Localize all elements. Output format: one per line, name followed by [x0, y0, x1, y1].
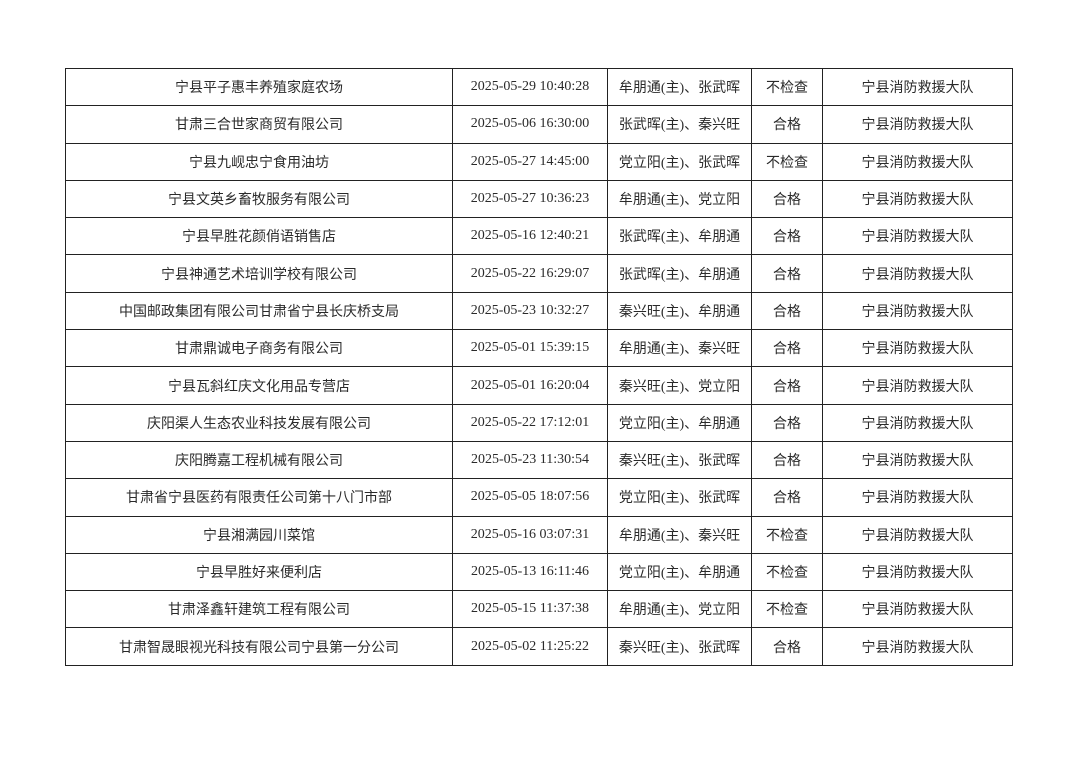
table-row: 宁县早胜花颜俏语销售店 2025-05-16 12:40:21 张武晖(主)、牟朋通…	[65, 217, 1013, 256]
company-name-cell: 中国邮政集团有限公司甘肃省宁县长庆桥支局	[65, 291, 453, 331]
inspection-time-cell: 2025-05-29 10:40:28	[452, 67, 608, 107]
company-name-cell: 宁县早胜花颜俏语销售店	[65, 217, 453, 256]
company-name-cell: 宁县九岘忠宁食用油坊	[65, 142, 453, 181]
table-row: 甘肃省宁县医药有限责任公司第十八门市部 2025-05-05 18:07:56 党立…	[65, 478, 1013, 517]
table-row: 宁县九岘忠宁食用油坊 2025-05-27 14:45:00 党立阳(主)、张武晖不…	[65, 142, 1013, 181]
company-name-cell: 宁县瓦斜红庆文化用品专营店	[65, 366, 453, 405]
inspection-unit-cell: 宁县消防救援大队	[822, 217, 1013, 256]
inspectors-cell: 党立阳(主)、张武晖	[607, 478, 752, 517]
company-name-cell: 甘肃鼎诚电子商务有限公司	[65, 329, 453, 368]
inspectors-cell: 秦兴旺(主)、张武晖	[607, 627, 752, 666]
result-cell: 合格	[751, 179, 823, 219]
inspection-time-cell: 2025-05-16 12:40:21	[452, 217, 608, 256]
inspection-time-cell: 2025-05-23 10:32:27	[452, 291, 608, 331]
inspection-time-cell: 2025-05-22 17:12:01	[452, 403, 608, 442]
company-name-cell: 甘肃泽鑫轩建筑工程有限公司	[65, 590, 453, 629]
inspectors-cell: 牟朋通(主)、张武晖	[607, 67, 752, 107]
result-cell: 合格	[751, 217, 823, 256]
inspection-time-cell: 2025-05-15 11:37:38	[452, 590, 608, 629]
inspection-time-cell: 2025-05-16 03:07:31	[452, 515, 608, 554]
inspection-unit-cell: 宁县消防救援大队	[822, 366, 1013, 405]
inspection-time-cell: 2025-05-13 16:11:46	[452, 552, 608, 592]
inspection-unit-cell: 宁县消防救援大队	[822, 515, 1013, 554]
result-cell: 不检查	[751, 515, 823, 554]
inspectors-cell: 秦兴旺(主)、党立阳	[607, 366, 752, 405]
inspection-unit-cell: 宁县消防救援大队	[822, 254, 1013, 293]
inspectors-cell: 牟朋通(主)、党立阳	[607, 179, 752, 219]
table-row: 甘肃三合世家商贸有限公司 2025-05-06 16:30:00 张武晖(主)、秦兴…	[65, 105, 1013, 144]
inspection-unit-cell: 宁县消防救援大队	[822, 552, 1013, 592]
company-name-cell: 甘肃省宁县医药有限责任公司第十八门市部	[65, 478, 453, 517]
company-name-cell: 甘肃三合世家商贸有限公司	[65, 105, 453, 144]
result-cell: 合格	[751, 105, 823, 144]
table-row: 宁县平子惠丰养殖家庭农场 2025-05-29 10:40:28 牟朋通(主)、张武…	[65, 67, 1013, 107]
inspectors-cell: 张武晖(主)、牟朋通	[607, 217, 752, 256]
inspection-unit-cell: 宁县消防救援大队	[822, 67, 1013, 107]
table-row: 中国邮政集团有限公司甘肃省宁县长庆桥支局 2025-05-23 10:32:27 秦…	[65, 291, 1013, 331]
result-cell: 合格	[751, 254, 823, 293]
inspection-unit-cell: 宁县消防救援大队	[822, 291, 1013, 331]
inspection-unit-cell: 宁县消防救援大队	[822, 105, 1013, 144]
inspection-unit-cell: 宁县消防救援大队	[822, 329, 1013, 368]
inspection-time-cell: 2025-05-05 18:07:56	[452, 478, 608, 517]
result-cell: 不检查	[751, 142, 823, 181]
inspectors-cell: 党立阳(主)、张武晖	[607, 142, 752, 181]
table-row: 甘肃鼎诚电子商务有限公司 2025-05-01 15:39:15 牟朋通(主)、秦兴…	[65, 329, 1013, 368]
table-row: 甘肃泽鑫轩建筑工程有限公司 2025-05-15 11:37:38 牟朋通(主)、党…	[65, 590, 1013, 629]
inspection-unit-cell: 宁县消防救援大队	[822, 403, 1013, 442]
company-name-cell: 庆阳腾嘉工程机械有限公司	[65, 440, 453, 480]
inspection-time-cell: 2025-05-06 16:30:00	[452, 105, 608, 144]
inspectors-cell: 党立阳(主)、牟朋通	[607, 403, 752, 442]
company-name-cell: 庆阳渠人生态农业科技发展有限公司	[65, 403, 453, 442]
table-row: 庆阳腾嘉工程机械有限公司 2025-05-23 11:30:54 秦兴旺(主)、张武…	[65, 440, 1013, 480]
company-name-cell: 宁县文英乡畜牧服务有限公司	[65, 179, 453, 219]
inspection-unit-cell: 宁县消防救援大队	[822, 590, 1013, 629]
company-name-cell: 宁县神通艺术培训学校有限公司	[65, 254, 453, 293]
inspection-time-cell: 2025-05-02 11:25:22	[452, 627, 608, 666]
result-cell: 不检查	[751, 552, 823, 592]
inspection-table-body: 宁县平子惠丰养殖家庭农场 2025-05-29 10:40:28 牟朋通(主)、张武…	[65, 67, 1013, 666]
result-cell: 合格	[751, 627, 823, 666]
table-row: 宁县早胜好来便利店 2025-05-13 16:11:46 党立阳(主)、牟朋通 不检…	[65, 552, 1013, 592]
inspection-time-cell: 2025-05-01 15:39:15	[452, 329, 608, 368]
inspectors-cell: 秦兴旺(主)、张武晖	[607, 440, 752, 480]
company-name-cell: 甘肃智晟眼视光科技有限公司宁县第一分公司	[65, 627, 453, 666]
result-cell: 合格	[751, 329, 823, 368]
inspection-time-cell: 2025-05-22 16:29:07	[452, 254, 608, 293]
result-cell: 不检查	[751, 590, 823, 629]
result-cell: 合格	[751, 478, 823, 517]
table-row: 宁县瓦斜红庆文化用品专营店 2025-05-01 16:20:04 秦兴旺(主)、党…	[65, 366, 1013, 405]
inspection-time-cell: 2025-05-01 16:20:04	[452, 366, 608, 405]
inspection-time-cell: 2025-05-23 11:30:54	[452, 440, 608, 480]
company-name-cell: 宁县湘满园川菜馆	[65, 515, 453, 554]
inspection-unit-cell: 宁县消防救援大队	[822, 179, 1013, 219]
inspectors-cell: 牟朋通(主)、党立阳	[607, 590, 752, 629]
inspection-table: 宁县平子惠丰养殖家庭农场 2025-05-29 10:40:28 牟朋通(主)、张武…	[65, 67, 1013, 666]
company-name-cell: 宁县平子惠丰养殖家庭农场	[65, 67, 453, 107]
result-cell: 合格	[751, 366, 823, 405]
result-cell: 合格	[751, 403, 823, 442]
inspection-unit-cell: 宁县消防救援大队	[822, 627, 1013, 666]
result-cell: 合格	[751, 440, 823, 480]
inspectors-cell: 党立阳(主)、牟朋通	[607, 552, 752, 592]
inspectors-cell: 牟朋通(主)、秦兴旺	[607, 329, 752, 368]
table-row: 宁县湘满园川菜馆 2025-05-16 03:07:31 牟朋通(主)、秦兴旺 不检查…	[65, 515, 1013, 554]
inspectors-cell: 张武晖(主)、秦兴旺	[607, 105, 752, 144]
inspection-time-cell: 2025-05-27 14:45:00	[452, 142, 608, 181]
inspection-time-cell: 2025-05-27 10:36:23	[452, 179, 608, 219]
company-name-cell: 宁县早胜好来便利店	[65, 552, 453, 592]
result-cell: 合格	[751, 291, 823, 331]
table-row: 庆阳渠人生态农业科技发展有限公司 2025-05-22 17:12:01 党立阳(主…	[65, 403, 1013, 442]
inspectors-cell: 牟朋通(主)、秦兴旺	[607, 515, 752, 554]
result-cell: 不检查	[751, 67, 823, 107]
inspection-unit-cell: 宁县消防救援大队	[822, 142, 1013, 181]
table-row: 甘肃智晟眼视光科技有限公司宁县第一分公司 2025-05-02 11:25:22 秦…	[65, 627, 1013, 666]
table-row: 宁县文英乡畜牧服务有限公司 2025-05-27 10:36:23 牟朋通(主)、党…	[65, 179, 1013, 219]
inspection-unit-cell: 宁县消防救援大队	[822, 440, 1013, 480]
inspectors-cell: 张武晖(主)、牟朋通	[607, 254, 752, 293]
table-row: 宁县神通艺术培训学校有限公司 2025-05-22 16:29:07 张武晖(主)、…	[65, 254, 1013, 293]
inspectors-cell: 秦兴旺(主)、牟朋通	[607, 291, 752, 331]
inspection-unit-cell: 宁县消防救援大队	[822, 478, 1013, 517]
